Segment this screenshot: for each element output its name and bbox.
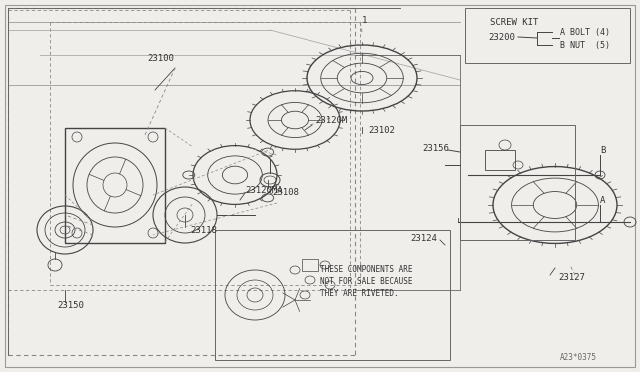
Text: 23150: 23150: [57, 301, 84, 310]
Text: 23118: 23118: [190, 225, 217, 234]
Bar: [460, 125, 575, 240]
Bar: [302, 259, 318, 271]
Text: NOT FOR SALE BECAUSE: NOT FOR SALE BECAUSE: [320, 278, 413, 286]
Text: SCREW KIT: SCREW KIT: [490, 17, 538, 26]
Text: 23120MA: 23120MA: [245, 186, 283, 195]
Bar: [215, 230, 450, 360]
Text: 23120M: 23120M: [315, 115, 348, 125]
Text: 23100: 23100: [147, 54, 174, 62]
Text: A23*0375: A23*0375: [560, 353, 597, 362]
Text: 1: 1: [362, 16, 367, 25]
Text: 23108: 23108: [272, 187, 299, 196]
Text: 23127: 23127: [558, 273, 585, 282]
Bar: [485, 150, 515, 170]
Bar: [65, 128, 165, 243]
Bar: [465, 8, 630, 63]
Text: 23156: 23156: [422, 144, 449, 153]
Text: 23124: 23124: [410, 234, 437, 243]
Text: 23200: 23200: [488, 32, 515, 42]
Text: 23102: 23102: [368, 125, 395, 135]
Text: A: A: [600, 196, 605, 205]
Text: B NUT  (5): B NUT (5): [560, 41, 610, 49]
Text: A BOLT (4): A BOLT (4): [560, 28, 610, 36]
Text: THESE COMPONENTS ARE: THESE COMPONENTS ARE: [320, 266, 413, 275]
Text: THEY ARE RIVETED.: THEY ARE RIVETED.: [320, 289, 399, 298]
Text: B: B: [600, 145, 605, 154]
